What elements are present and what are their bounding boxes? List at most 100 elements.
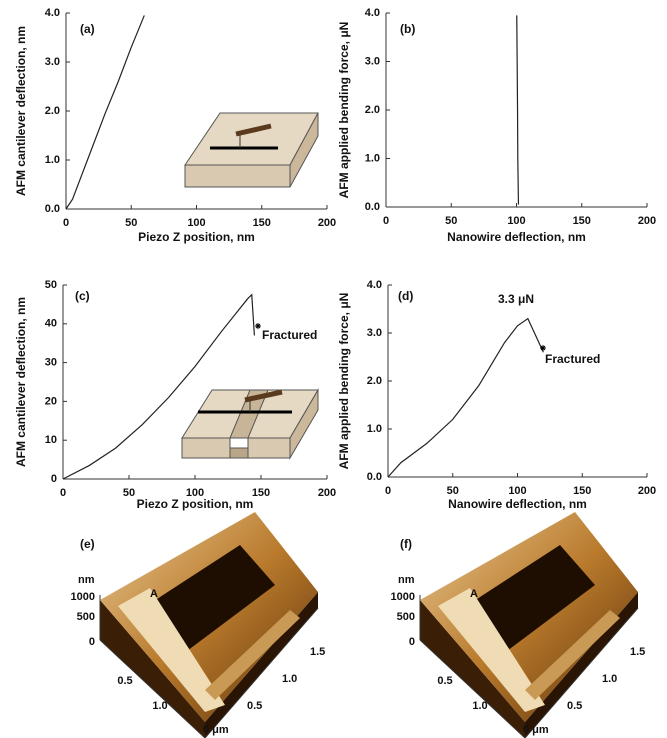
y-tick-label: 0.0 (365, 201, 380, 213)
axis-origin: 0 μm (523, 724, 549, 736)
y-tick-label: 3.0 (365, 55, 380, 67)
y-tick-label: 10 (45, 434, 57, 446)
x-tick-label: 100 (187, 217, 205, 229)
fracture-marker (255, 323, 261, 329)
x-tick-label: 100 (508, 485, 526, 497)
x-tick-label: 150 (252, 487, 270, 499)
x-tick-label: 200 (638, 485, 656, 497)
y-axis-title: AFM applied bending force, μN (337, 22, 351, 199)
y-tick-label: 2.0 (45, 105, 60, 117)
y-tick-label: 20 (45, 395, 57, 407)
axis-tick-label: 1.5 (630, 646, 645, 658)
y-tick-label: 40 (45, 318, 57, 330)
afm-image: (e) nm 1000 500 0 A 0.5 1.0 0 μm 0.5 1.0 1.5 (71, 512, 325, 738)
afm-image: (f) nm 1000 500 0 A 0.5 1.0 0 μm 0.5 1.0 1.5 (391, 512, 645, 738)
data-line (516, 15, 520, 205)
base-edge (99, 639, 206, 738)
axis-tick-label: 0.5 (437, 675, 452, 687)
z-tick-label: 500 (77, 611, 95, 623)
panel-label: (b) (400, 22, 415, 36)
x-tick-label: 100 (186, 487, 204, 499)
y-axis-title: AFM cantilever deflection, nm (14, 297, 28, 467)
z-unit: nm (78, 574, 95, 586)
y-tick-label: 30 (45, 357, 57, 369)
panel-label: (d) (398, 289, 413, 303)
axis-tick-label: 1.0 (602, 673, 617, 685)
axis-tick-label: 0.5 (567, 700, 582, 712)
y-tick-label: 4.0 (45, 7, 60, 19)
axis-tick-label: 0.5 (117, 675, 132, 687)
data-line (62, 293, 255, 480)
base-edge (524, 607, 639, 738)
x-tick-label: 0 (383, 215, 389, 227)
y-tick-label: 1.0 (365, 152, 380, 164)
x-tick-label: 200 (638, 215, 656, 227)
y-tick-label: 1.0 (367, 423, 382, 435)
y-tick-label: 0.0 (45, 203, 60, 215)
afm-side (205, 592, 318, 738)
base-edge (204, 607, 319, 738)
afm-ridge (118, 588, 225, 712)
x-tick-label: 0 (63, 217, 69, 229)
x-tick-label: 50 (447, 485, 459, 497)
axis-origin: 0 μm (203, 724, 229, 736)
y-tick-label: 4.0 (365, 7, 380, 19)
y-axis-title: AFM cantilever deflection, nm (14, 26, 28, 196)
z-tick-label: 0 (409, 636, 415, 648)
x-tick-label: 50 (125, 217, 137, 229)
y-tick-label: 1.0 (45, 154, 60, 166)
y-tick-label: 4.0 (367, 279, 382, 291)
z-tick-label: 1000 (71, 591, 95, 603)
x-tick-label: 200 (318, 487, 336, 499)
annotation: 3.3 μN (498, 292, 534, 306)
axis-tick-label: 1.0 (152, 700, 167, 712)
axis-tick-label: 1.0 (472, 700, 487, 712)
z-tick-label: 500 (397, 611, 415, 623)
axis-tick-label: 1.0 (282, 673, 297, 685)
afm-ridge (205, 610, 300, 700)
feature-marker: A (470, 588, 478, 600)
y-tick-label: 3.0 (45, 56, 60, 68)
z-tick-label: 0 (89, 636, 95, 648)
y-axis-title: AFM applied bending force, μN (337, 293, 351, 470)
y-tick-label: 0.0 (367, 471, 382, 483)
base-edge (419, 639, 526, 738)
x-tick-label: 100 (507, 215, 525, 227)
x-tick-label: 50 (445, 215, 457, 227)
afm-side (420, 600, 525, 738)
y-tick-label: 3.0 (367, 327, 382, 339)
inset-sketch-c (181, 388, 319, 460)
annotation: Fractured (262, 328, 317, 342)
panel-label: (f) (400, 537, 412, 551)
x-tick-label: 50 (123, 487, 135, 499)
axis-tick-label: 1.5 (310, 646, 325, 658)
x-tick-label: 150 (573, 215, 591, 227)
x-axis-title: Piezo Z position, nm (137, 497, 254, 511)
inset-sketch-a (184, 112, 319, 188)
afm-side (100, 600, 205, 738)
y-tick-label: 2.0 (367, 375, 382, 387)
x-tick-label: 150 (573, 485, 591, 497)
x-axis-title: Nanowire deflection, nm (448, 497, 587, 511)
x-axis-title: Nanowire deflection, nm (447, 230, 586, 244)
afm-ridge (525, 610, 620, 700)
panel-label: (a) (80, 22, 95, 36)
x-tick-label: 0 (60, 487, 66, 499)
data-line (65, 15, 145, 210)
x-tick-label: 150 (253, 217, 271, 229)
panel-label: (e) (80, 537, 95, 551)
feature-marker: A (150, 588, 158, 600)
z-unit: nm (398, 574, 415, 586)
x-tick-label: 200 (318, 217, 336, 229)
afm-ridge (438, 588, 545, 712)
annotation: Fractured (545, 352, 600, 366)
y-tick-label: 2.0 (365, 104, 380, 116)
panel-label: (c) (75, 289, 90, 303)
axis-tick-label: 0.5 (247, 700, 262, 712)
x-tick-label: 0 (385, 485, 391, 497)
data-line (387, 317, 544, 478)
afm-side (525, 592, 638, 738)
x-axis-title: Piezo Z position, nm (138, 230, 255, 244)
z-tick-label: 1000 (391, 591, 415, 603)
